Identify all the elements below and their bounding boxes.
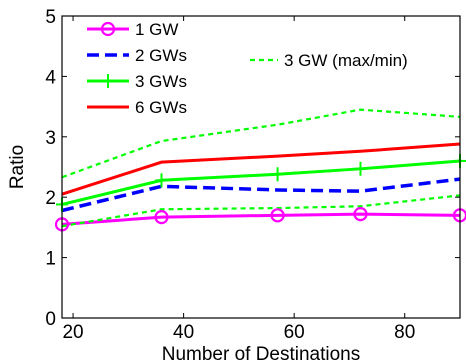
legend-label: 1 GW — [135, 20, 178, 39]
y-tick-label-0: 0 — [45, 309, 56, 330]
data-point-2-2 — [271, 167, 284, 182]
series-markers — [54, 153, 466, 232]
legend-label: 3 GW (max/min) — [284, 51, 408, 70]
y-tick-label-4: 4 — [45, 67, 56, 88]
legend-label: 2 GWs — [135, 46, 187, 65]
series-line-2 — [61, 159, 461, 206]
series-line-3 — [61, 142, 461, 196]
legend-item-3: 6 GWs — [87, 98, 187, 117]
y-tick-label-3: 3 — [45, 128, 56, 149]
legend-item-4: 3 GW (max/min) — [250, 51, 408, 70]
data-point-0-2 — [270, 208, 285, 223]
data-point-2-1 — [155, 173, 168, 188]
data-point-0-1 — [154, 210, 169, 225]
legend-label: 3 GWs — [135, 72, 187, 91]
legend-item-1: 2 GWs — [87, 46, 187, 65]
x-tick-label-0: 20 — [62, 322, 83, 343]
x-tick-label-1: 40 — [173, 322, 194, 343]
legend-marker — [100, 21, 116, 37]
y-axis-label: Ratio — [7, 145, 28, 189]
legend: 1 GW 2 GWs 3 GWs 6 GWs 3 GW (max/min) — [87, 20, 408, 117]
legend-marker — [102, 74, 114, 88]
y-tick-label-5: 5 — [45, 7, 56, 28]
legend-item-2: 3 GWs — [87, 72, 187, 91]
axis-ticks: 20 40 60 80 0 1 2 3 4 5 — [45, 7, 460, 343]
data-point-2-3 — [354, 161, 367, 176]
plot-frame — [61, 15, 461, 319]
x-axis-label: Number of Destinations — [162, 344, 361, 362]
x-tick-label-2: 60 — [284, 322, 305, 343]
legend-label: 6 GWs — [135, 98, 187, 117]
series-line-0 — [61, 212, 461, 226]
y-tick-label-1: 1 — [45, 249, 56, 270]
series-lines — [61, 108, 461, 228]
series-line-5-min — [61, 194, 461, 228]
data-point-0-3 — [353, 207, 368, 222]
y-tick-label-2: 2 — [45, 188, 56, 209]
legend-item-0: 1 GW — [87, 20, 178, 39]
series-line-1 — [61, 177, 461, 213]
x-tick-label-3: 80 — [394, 322, 415, 343]
